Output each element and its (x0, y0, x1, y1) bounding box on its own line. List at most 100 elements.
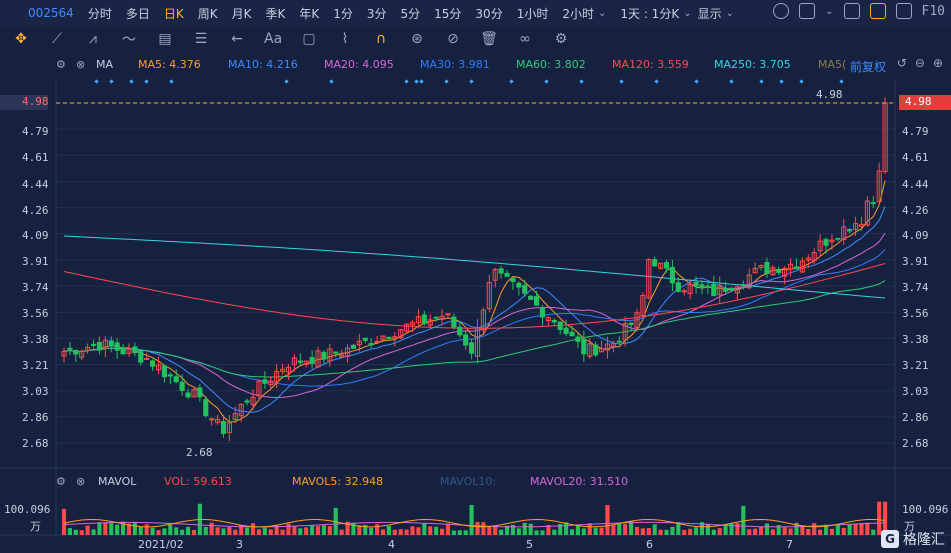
candle-body (492, 269, 498, 281)
f10-button[interactable]: F10 (921, 3, 945, 19)
candle-body (669, 266, 676, 284)
price-tick: 3.21 (22, 359, 49, 372)
candle-body (486, 281, 492, 310)
volume-bar (97, 522, 102, 535)
volume-bar (723, 524, 728, 535)
volume-bar (640, 528, 645, 535)
fullscreen-icon[interactable] (895, 3, 912, 19)
fib-tool-icon[interactable]: ☰ (194, 31, 208, 47)
wave-tool-icon[interactable]: 〜 (122, 32, 136, 48)
candle-body (539, 307, 546, 318)
stock-code[interactable]: 002564 (28, 6, 74, 20)
comment-icon[interactable]: ▢ (302, 31, 316, 47)
tab-fenshi[interactable]: 分时 (87, 6, 112, 21)
visibility-icon[interactable]: ∞ (519, 31, 531, 47)
text-tool-icon[interactable]: Aa (264, 31, 283, 47)
candle-body (344, 347, 351, 358)
mavol5-line (63, 518, 886, 528)
trash-icon[interactable]: 🗑 (480, 31, 498, 47)
minus-icon[interactable]: ⊖ (914, 56, 925, 70)
price-tick: 3.38 (902, 333, 929, 346)
candle-body (569, 331, 575, 337)
tab-duori[interactable]: 多日 (125, 6, 150, 21)
checkbox-icon[interactable] (799, 3, 816, 19)
candle-body (817, 240, 823, 252)
tab-30min[interactable]: 30分 (475, 6, 503, 21)
candle-body (102, 339, 108, 350)
volume-bar (168, 525, 173, 535)
magnet-icon[interactable]: ∩ (375, 31, 387, 47)
adjust-price-button[interactable]: 前复权 (849, 60, 886, 74)
arrow-left-icon[interactable]: ← (231, 31, 243, 47)
volume-bar (445, 523, 451, 535)
volume-bar (475, 521, 480, 535)
eraser-icon[interactable]: ⌇ (341, 31, 349, 47)
tab-15min[interactable]: 15分 (434, 6, 462, 21)
tab-monthly-k[interactable]: 月K (231, 6, 252, 21)
candle-body (321, 351, 327, 360)
vol-title[interactable]: MAVOL (98, 475, 137, 488)
hide-icon[interactable]: ⊘ (447, 31, 459, 47)
volume-bar (339, 529, 344, 535)
volume-bar (871, 529, 876, 535)
volume-bar (233, 529, 238, 535)
polyline-tool-icon[interactable]: ⩘ (89, 31, 97, 47)
pencil-icon[interactable] (869, 3, 886, 19)
chart-tool-icon[interactable]: ▤ (158, 31, 172, 47)
tab-quarterly-k[interactable]: 季K (265, 6, 286, 21)
volume-bar (818, 529, 823, 535)
display-select[interactable]: 显示 (697, 6, 722, 21)
ma-line (63, 232, 886, 399)
tab-3min[interactable]: 3分 (366, 6, 387, 21)
ma20-label: MA20: 4.095 (324, 58, 394, 71)
period-select[interactable]: 1天 : 1分K (620, 6, 680, 21)
line-tool-icon[interactable]: ⟋ (52, 31, 62, 47)
volume-bar (392, 529, 397, 535)
date-label: 5 (526, 538, 533, 551)
undo-icon[interactable]: ↺ (896, 56, 907, 70)
volume-bar (428, 526, 433, 535)
volume-bar (699, 522, 705, 535)
lock-icon[interactable]: ⊛ (411, 31, 423, 47)
candle-body (262, 379, 268, 384)
volume-bar (156, 530, 161, 535)
volume-bar (823, 524, 829, 535)
candle-body (150, 360, 156, 367)
tab-yearly-k[interactable]: 年K (299, 6, 320, 21)
ma-settings-icon[interactable]: ⚙ (56, 58, 66, 71)
chevron-down-icon[interactable]: ⌄ (825, 5, 834, 17)
candle-body (504, 272, 510, 277)
candle-body (433, 316, 439, 319)
volume-bar (806, 529, 811, 535)
chevron-down-icon[interactable]: ⌄ (683, 7, 692, 19)
vol-settings-icon[interactable]: ⚙ (56, 475, 66, 488)
plus-icon[interactable]: ⊕ (932, 56, 943, 70)
camera-icon[interactable] (843, 3, 860, 19)
chevron-down-icon[interactable]: ⌄ (725, 7, 734, 19)
tab-daily-k[interactable]: 日K (163, 6, 184, 21)
tab-5min[interactable]: 5分 (400, 6, 421, 21)
tab-weekly-k[interactable]: 周K (197, 6, 218, 21)
tab-1min[interactable]: 1分 (333, 6, 353, 21)
volume-ma-lines (63, 518, 886, 528)
ma-close-icon[interactable]: ⊗ (76, 58, 86, 71)
candle-body (480, 309, 486, 331)
candle-body (758, 264, 764, 269)
gear-icon[interactable] (773, 3, 790, 19)
volume-bar (298, 528, 303, 535)
move-icon[interactable]: ✥ (15, 31, 27, 47)
tab-1hour[interactable]: 1小时 (516, 6, 549, 21)
chevron-down-icon[interactable]: ⌄ (597, 7, 607, 19)
candle-body (350, 344, 357, 349)
volume-bar (345, 521, 350, 535)
ma30-label: MA30: 3.981 (420, 58, 490, 71)
settings-icon[interactable]: ⚙ (554, 31, 568, 47)
tab-2hour[interactable]: 2小时 (562, 6, 594, 21)
candle-body (203, 399, 209, 417)
event-marker (444, 79, 449, 84)
volume-bar (788, 528, 793, 535)
vol-close-icon[interactable]: ⊗ (76, 475, 86, 488)
candle-body (835, 237, 841, 240)
ma-title[interactable]: MA (96, 58, 114, 71)
